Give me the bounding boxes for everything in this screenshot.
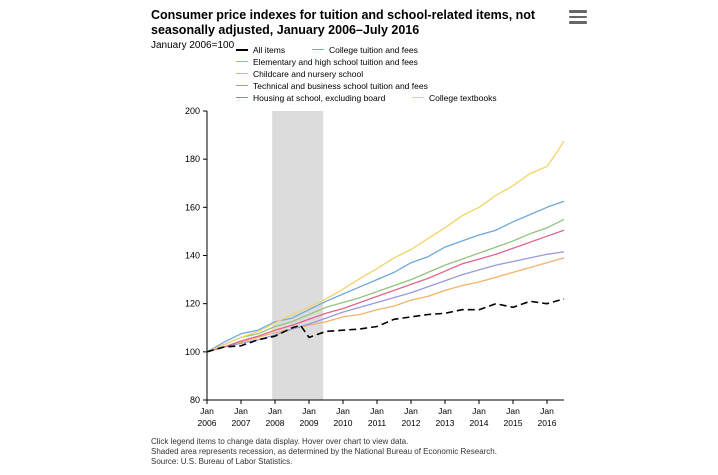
legend-item-college-textbooks[interactable]: College textbooks [412, 93, 497, 104]
legend-swatch [236, 85, 248, 87]
legend-item-elementary-and-high-school-tuition-and-fees[interactable]: Elementary and high school tuition and f… [236, 57, 418, 68]
legend-label: Housing at school, excluding board [253, 93, 386, 103]
chart-subtitle: January 2006=100 [151, 40, 235, 51]
y-tick-label: 100 [185, 347, 200, 357]
x-tick-label-month: Jan [404, 406, 418, 416]
x-tick-label-year: 2012 [402, 418, 421, 428]
legend-label: College tuition and fees [329, 45, 418, 55]
chart-title: Consumer price indexes for tuition and s… [151, 8, 536, 37]
legend: All items College tuition and fees Element… [236, 45, 556, 105]
x-tick-label-year: 2009 [300, 418, 319, 428]
footnote-instructions: Click legend items to change data displa… [151, 437, 409, 446]
x-tick-label-month: Jan [370, 406, 384, 416]
footnote-source: Source: U.S. Bureau of Labor Statistics. [151, 457, 293, 466]
series-line-elementary-and-high-school-tuition-and-fees [206, 218, 565, 353]
legend-swatch [412, 97, 424, 99]
x-tick-label-year: 2010 [334, 418, 353, 428]
legend-item-housing-at-school-excluding-board[interactable]: Housing at school, excluding board [236, 93, 385, 104]
y-tick-label: 160 [185, 202, 200, 212]
legend-item-technical-and-business-school-tuition-and-fees[interactable]: Technical and business school tuition an… [236, 81, 428, 92]
legend-label: College textbooks [429, 93, 497, 103]
x-tick-label-month: Jan [438, 406, 452, 416]
y-tick-label: 140 [185, 251, 200, 261]
x-tick-label-year: 2014 [470, 418, 489, 428]
legend-label: Childcare and nursery school [253, 69, 364, 79]
x-tick-label-year: 2016 [538, 418, 557, 428]
x-tick-label-year: 2008 [266, 418, 285, 428]
y-tick-label: 200 [185, 106, 200, 116]
y-tick-label: 120 [185, 299, 200, 309]
legend-label: Technical and business school tuition an… [253, 81, 428, 91]
x-tick-label-month: Jan [234, 406, 248, 416]
x-tick-label-month: Jan [506, 406, 520, 416]
x-tick-label-year: 2007 [232, 418, 251, 428]
x-tick-label-month: Jan [336, 406, 350, 416]
series-line-college-tuition-and-fees [206, 200, 565, 353]
x-tick-label-year: 2006 [198, 418, 217, 428]
x-tick-label-year: 2015 [504, 418, 523, 428]
legend-label: Elementary and high school tuition and f… [253, 57, 418, 67]
x-tick-label-month: Jan [302, 406, 316, 416]
menu-bar [569, 15, 587, 18]
legend-item-all-items[interactable]: All items [236, 45, 285, 56]
x-tick-label-month: Jan [268, 406, 282, 416]
menu-bar [569, 21, 587, 24]
legend-label: All items [253, 45, 286, 55]
series-line-all-items [206, 298, 565, 353]
x-tick-label-month: Jan [472, 406, 486, 416]
series-line-college-textbooks [206, 140, 565, 353]
x-tick-label-month: Jan [540, 406, 554, 416]
legend-swatch [236, 48, 248, 51]
recession-band [272, 111, 324, 400]
legend-swatch [236, 61, 248, 63]
footnote-recession: Shaded area represents recession, as det… [151, 447, 497, 456]
hamburger-menu-icon[interactable] [569, 10, 587, 26]
legend-swatch [236, 97, 248, 99]
y-tick-label: 80 [190, 395, 200, 405]
footnotes: Click legend items to change data displa… [151, 437, 497, 467]
series-line-housing-at-school-excluding-board [206, 229, 565, 353]
series-line-childcare-and-nursery-school [206, 257, 565, 353]
x-tick-label-month: Jan [200, 406, 214, 416]
menu-bar [569, 10, 587, 13]
x-tick-label-year: 2011 [368, 418, 387, 428]
legend-item-childcare-and-nursery-school[interactable]: Childcare and nursery school [236, 69, 363, 80]
legend-swatch [236, 73, 248, 75]
legend-item-college-tuition-and-fees[interactable]: College tuition and fees [312, 45, 418, 56]
y-tick-label: 180 [185, 154, 200, 164]
legend-swatch [312, 49, 324, 51]
x-tick-label-year: 2013 [436, 418, 455, 428]
